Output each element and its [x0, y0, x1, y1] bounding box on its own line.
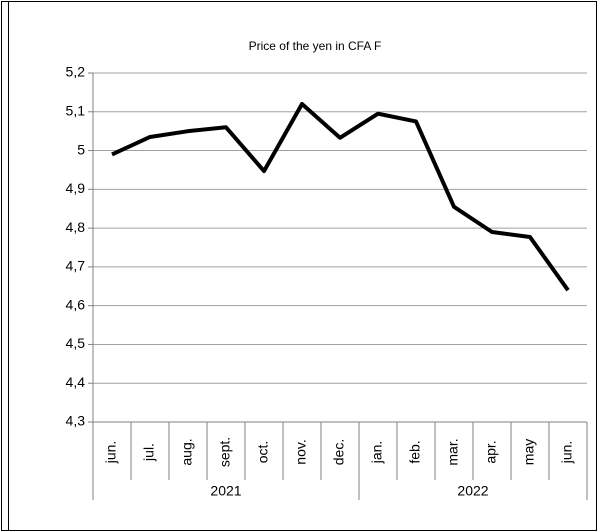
x-tick-label: sept. [217, 437, 233, 467]
y-tick-label: 4,8 [66, 219, 86, 235]
y-tick-label: 5,2 [66, 64, 86, 80]
group-label: 2021 [210, 483, 241, 499]
y-tick-label: 4,7 [66, 258, 86, 274]
y-tick-label: 4,5 [66, 335, 86, 351]
x-tick-label: feb. [407, 440, 423, 463]
x-tick-label: dec. [331, 439, 347, 465]
x-tick-label: nov. [293, 439, 309, 464]
x-tick-label: aug. [179, 438, 195, 465]
x-tick-label: oct. [255, 441, 271, 464]
x-tick-label: apr. [483, 440, 499, 463]
x-tick-label: may [521, 439, 537, 465]
y-tick-label: 4,4 [66, 374, 86, 390]
y-tick-label: 5,1 [66, 102, 86, 118]
chart-title: Price of the yen in CFA F [249, 39, 382, 53]
x-tick-label: mar. [445, 438, 461, 465]
y-tick-label: 4,3 [66, 413, 86, 429]
y-tick-label: 5 [77, 141, 85, 157]
group-label: 2022 [457, 483, 488, 499]
data-line [111, 102, 570, 292]
x-tick-label: jan. [369, 441, 385, 465]
y-tick-label: 4,6 [66, 296, 86, 312]
x-tick-label: jun. [559, 441, 575, 465]
x-tick-label: jul. [141, 443, 157, 462]
x-tick-label: jun. [103, 441, 119, 465]
y-tick-label: 4,9 [66, 180, 86, 196]
